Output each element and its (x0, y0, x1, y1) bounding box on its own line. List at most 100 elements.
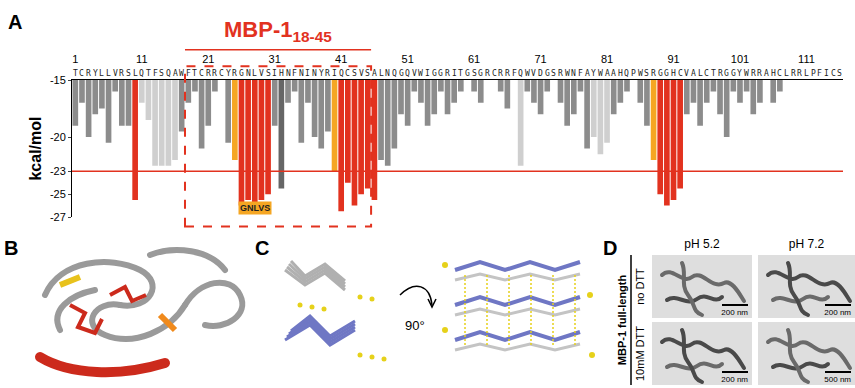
svg-text:500 nm: 500 nm (824, 375, 851, 384)
svg-text:S: S (266, 69, 271, 78)
svg-text:no DTT: no DTT (634, 268, 646, 305)
svg-text:10mM DTT: 10mM DTT (634, 326, 646, 381)
svg-text:N: N (312, 69, 317, 78)
svg-text:H: H (671, 69, 676, 78)
svg-text:H: H (771, 69, 776, 78)
svg-text:R: R (206, 69, 211, 78)
svg-text:G: G (465, 69, 470, 78)
svg-text:pH 5.2: pH 5.2 (684, 237, 720, 251)
svg-text:G: G (658, 69, 663, 78)
svg-text:1: 1 (72, 53, 78, 65)
svg-text:-27: -27 (50, 211, 66, 223)
svg-text:pH 7.2: pH 7.2 (789, 237, 825, 251)
svg-text:D: D (603, 237, 617, 259)
svg-text:R: R (718, 69, 723, 78)
svg-text:C: C (492, 69, 497, 78)
svg-text:H: H (618, 69, 623, 78)
svg-text:V: V (531, 69, 536, 78)
svg-text:G: G (438, 69, 443, 78)
svg-text:I: I (425, 69, 430, 78)
svg-text:Q: Q (166, 69, 171, 78)
svg-text:200 nm: 200 nm (824, 308, 851, 317)
svg-text:P: P (811, 69, 816, 78)
svg-text:F: F (153, 69, 158, 78)
svg-text:R: R (498, 69, 503, 78)
svg-text:R: R (119, 69, 124, 78)
svg-text:A: A (585, 69, 590, 78)
svg-text:D: D (538, 69, 543, 78)
svg-text:G: G (432, 69, 437, 78)
svg-text:R: R (325, 69, 330, 78)
svg-text:G: G (724, 69, 729, 78)
svg-text:L: L (252, 69, 257, 78)
svg-text:C: C (678, 69, 683, 78)
svg-text:A: A (605, 69, 610, 78)
svg-text:71: 71 (534, 53, 546, 65)
svg-text:L: L (784, 69, 789, 78)
svg-text:101: 101 (731, 53, 749, 65)
svg-text:S: S (126, 69, 131, 78)
svg-text:200 nm: 200 nm (721, 375, 748, 384)
svg-text:W: W (418, 69, 423, 78)
svg-text:C: C (777, 69, 782, 78)
svg-text:F: F (512, 69, 517, 78)
svg-text:I: I (272, 69, 277, 78)
svg-text:R: R (751, 69, 756, 78)
svg-text:W: W (638, 69, 643, 78)
svg-text:91: 91 (667, 53, 679, 65)
svg-text:Y: Y (737, 69, 742, 78)
svg-text:V: V (259, 69, 264, 78)
svg-text:C: C (345, 69, 350, 78)
svg-text:N: N (385, 69, 390, 78)
svg-text:C: C (255, 237, 269, 259)
svg-text:L: L (379, 69, 384, 78)
svg-text:R: R (791, 69, 796, 78)
svg-text:200 nm: 200 nm (721, 308, 748, 317)
svg-text:T: T (192, 69, 197, 78)
svg-text:G: G (664, 69, 669, 78)
svg-text:R: R (558, 69, 563, 78)
svg-text:Q: Q (518, 69, 523, 78)
svg-text:G: G (399, 69, 404, 78)
svg-text:21: 21 (202, 53, 214, 65)
svg-text:S: S (159, 69, 164, 78)
svg-text:F: F (817, 69, 822, 78)
svg-text:MBP-1 full-length: MBP-1 full-length (616, 275, 628, 366)
svg-text:Q: Q (624, 69, 629, 78)
svg-text:C: C (219, 69, 224, 78)
svg-text:R: R (232, 69, 237, 78)
svg-text:C: C (79, 69, 84, 78)
svg-text:N: N (571, 69, 576, 78)
svg-text:C: C (704, 69, 709, 78)
svg-text:S: S (365, 69, 370, 78)
svg-text:R: R (651, 69, 656, 78)
svg-text:V: V (359, 69, 364, 78)
svg-text:81: 81 (601, 53, 613, 65)
svg-text:I: I (305, 69, 310, 78)
svg-text:T: T (711, 69, 716, 78)
svg-text:41: 41 (335, 53, 347, 65)
svg-text:F: F (186, 69, 191, 78)
svg-text:A: A (173, 69, 178, 78)
svg-text:W: W (565, 69, 570, 78)
svg-text:Q: Q (392, 69, 397, 78)
svg-text:H: H (279, 69, 284, 78)
svg-text:Y: Y (226, 69, 231, 78)
svg-text:B: B (4, 237, 18, 259)
svg-text:F: F (578, 69, 583, 78)
svg-text:Y: Y (591, 69, 596, 78)
svg-text:T: T (73, 69, 78, 78)
svg-text:S: S (837, 69, 842, 78)
svg-text:A: A (8, 11, 22, 33)
svg-text:90°: 90° (405, 318, 425, 333)
svg-text:W: W (598, 69, 603, 78)
svg-text:L: L (99, 69, 104, 78)
svg-text:MBP-1​18-45​: MBP-1​18-45​ (224, 17, 332, 45)
svg-text:W: W (179, 69, 184, 78)
svg-text:R: R (445, 69, 450, 78)
svg-text:L: L (106, 69, 111, 78)
svg-text:Q: Q (139, 69, 144, 78)
svg-text:T: T (458, 69, 463, 78)
svg-text:Q: Q (405, 69, 410, 78)
svg-text:G: G (478, 69, 483, 78)
